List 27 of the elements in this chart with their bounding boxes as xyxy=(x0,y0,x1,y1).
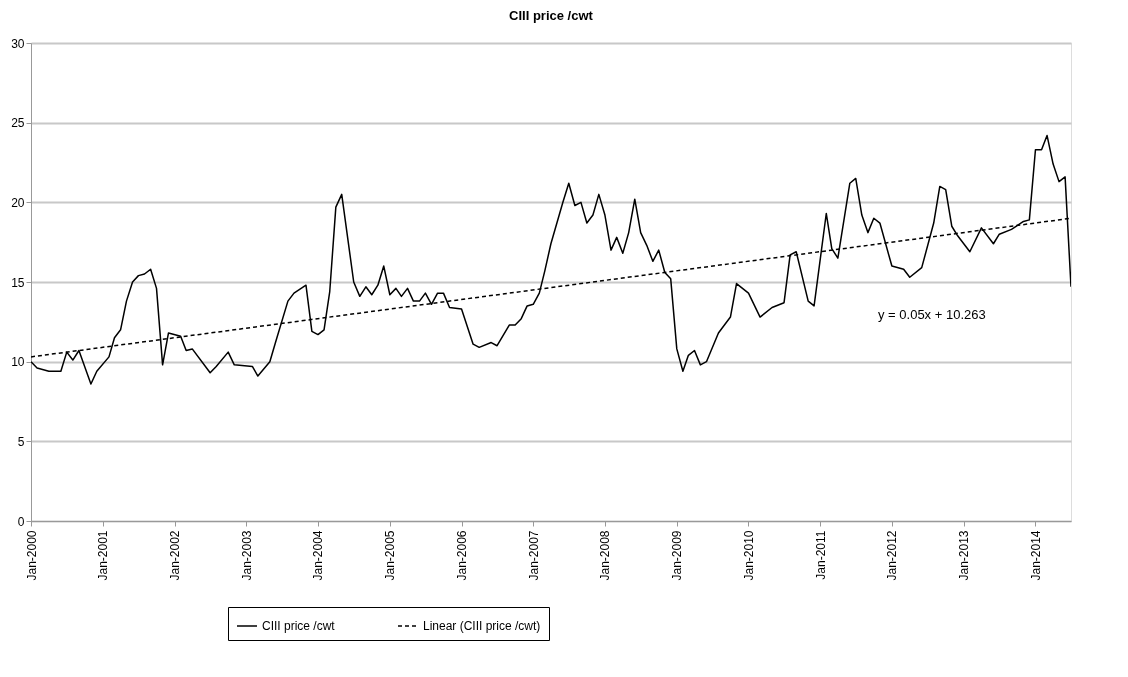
y-tick-label: 15 xyxy=(11,275,25,290)
x-tick-label: Jan-2006 xyxy=(455,530,470,581)
y-tick-label: 0 xyxy=(17,514,25,529)
y-tick-label: 10 xyxy=(11,355,25,370)
annotation: y = 0.05x + 10.263 xyxy=(878,307,986,322)
x-tick-label: Jan-2014 xyxy=(1028,530,1043,581)
y-tick-label: 5 xyxy=(17,434,25,449)
legend-label: Linear (CIII price /cwt) xyxy=(423,619,541,633)
x-tick-label: Jan-2003 xyxy=(239,530,254,581)
x-tick-label: Jan-2004 xyxy=(311,530,326,581)
x-tick-label: Jan-2000 xyxy=(24,530,39,581)
chart-title: CIII price /cwt xyxy=(509,8,594,23)
x-tick-label: Jan-2013 xyxy=(957,530,972,581)
y-tick-label: 20 xyxy=(11,195,25,210)
x-tick-label: Jan-2001 xyxy=(96,530,111,581)
x-tick-label: Jan-2012 xyxy=(885,530,900,581)
x-tick-label: Jan-2005 xyxy=(383,530,398,581)
y-tick-label: 25 xyxy=(11,116,25,131)
x-tick-label: Jan-2010 xyxy=(741,530,756,581)
x-tick-label: Jan-2008 xyxy=(598,530,613,581)
x-tick-label: Jan-2009 xyxy=(670,530,685,581)
line-series xyxy=(31,134,1071,385)
y-tick-label: 30 xyxy=(11,36,25,51)
x-tick-label: Jan-2002 xyxy=(168,530,183,581)
x-tick-label: Jan-2011 xyxy=(813,530,828,580)
x-tick-label: Jan-2007 xyxy=(526,530,541,581)
legend-label: CIII price /cwt xyxy=(262,619,336,633)
